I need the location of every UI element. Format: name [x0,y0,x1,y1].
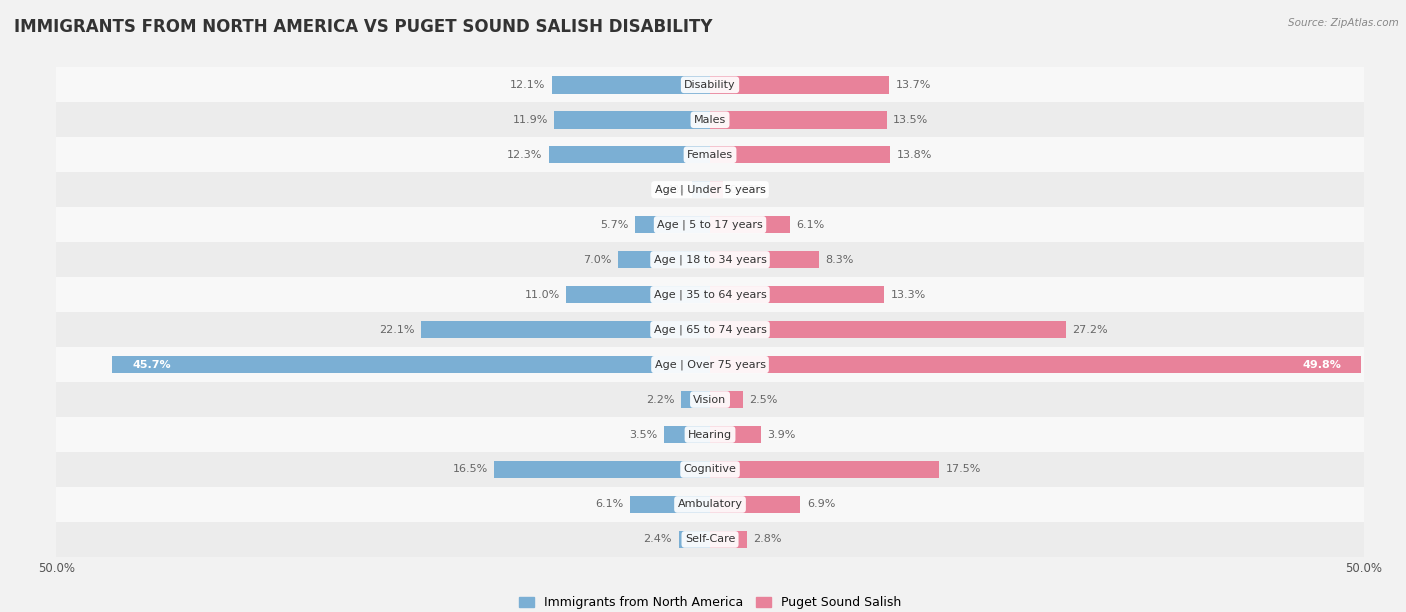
Bar [56,312,1364,347]
Bar [550,146,710,163]
Bar [56,207,1364,242]
Text: 13.5%: 13.5% [893,115,928,125]
Text: 6.1%: 6.1% [796,220,824,230]
Bar [710,286,884,304]
Bar [56,417,1364,452]
Text: 0.97%: 0.97% [730,185,765,195]
Text: 12.3%: 12.3% [508,150,543,160]
Text: 16.5%: 16.5% [453,465,488,474]
Bar [56,242,1364,277]
Text: 2.8%: 2.8% [754,534,782,545]
Bar [710,146,890,163]
Bar [551,76,710,94]
Text: Age | 65 to 74 years: Age | 65 to 74 years [654,324,766,335]
Bar [636,216,710,233]
Text: 3.5%: 3.5% [630,430,658,439]
Bar [710,496,800,513]
Text: 7.0%: 7.0% [583,255,612,264]
Text: 1.4%: 1.4% [657,185,685,195]
Bar [56,67,1364,102]
Text: Age | 35 to 64 years: Age | 35 to 64 years [654,289,766,300]
Bar [682,391,710,408]
Text: 3.9%: 3.9% [768,430,796,439]
Text: 13.8%: 13.8% [897,150,932,160]
Text: 13.3%: 13.3% [890,289,925,300]
Bar [710,391,742,408]
Text: 11.9%: 11.9% [513,115,548,125]
Text: 6.1%: 6.1% [596,499,624,509]
Text: 8.3%: 8.3% [825,255,853,264]
Bar [56,487,1364,522]
Text: 17.5%: 17.5% [945,465,981,474]
Text: Disability: Disability [685,80,735,90]
Bar [56,382,1364,417]
Text: Vision: Vision [693,395,727,405]
Bar [710,531,747,548]
Bar [619,251,710,269]
Bar [710,321,1066,338]
Bar [56,452,1364,487]
Bar [710,251,818,269]
Bar [420,321,710,338]
Text: Self-Care: Self-Care [685,534,735,545]
Bar [710,426,761,443]
Text: 2.4%: 2.4% [644,534,672,545]
Legend: Immigrants from North America, Puget Sound Salish: Immigrants from North America, Puget Sou… [515,591,905,612]
Bar [630,496,710,513]
Text: Age | Over 75 years: Age | Over 75 years [655,359,765,370]
Text: Age | 18 to 34 years: Age | 18 to 34 years [654,255,766,265]
Text: 13.7%: 13.7% [896,80,931,90]
Text: Females: Females [688,150,733,160]
Bar [56,522,1364,557]
Bar [56,137,1364,172]
Text: 27.2%: 27.2% [1073,324,1108,335]
Bar [495,461,710,478]
Text: 45.7%: 45.7% [132,360,170,370]
Bar [554,111,710,129]
Bar [710,181,723,198]
Bar [710,356,1361,373]
Bar [112,356,710,373]
Text: 5.7%: 5.7% [600,220,628,230]
Bar [56,102,1364,137]
Text: Age | 5 to 17 years: Age | 5 to 17 years [657,220,763,230]
Bar [710,216,790,233]
Text: 12.1%: 12.1% [510,80,546,90]
Text: 11.0%: 11.0% [524,289,560,300]
Bar [692,181,710,198]
Bar [710,76,889,94]
Bar [710,461,939,478]
Bar [710,111,887,129]
Text: 2.5%: 2.5% [749,395,778,405]
Text: Hearing: Hearing [688,430,733,439]
Bar [56,172,1364,207]
Text: 6.9%: 6.9% [807,499,835,509]
Text: Ambulatory: Ambulatory [678,499,742,509]
Bar [567,286,710,304]
Bar [664,426,710,443]
Text: Source: ZipAtlas.com: Source: ZipAtlas.com [1288,18,1399,28]
Text: 22.1%: 22.1% [380,324,415,335]
Text: 49.8%: 49.8% [1303,360,1341,370]
Text: Age | Under 5 years: Age | Under 5 years [655,184,765,195]
Text: IMMIGRANTS FROM NORTH AMERICA VS PUGET SOUND SALISH DISABILITY: IMMIGRANTS FROM NORTH AMERICA VS PUGET S… [14,18,713,36]
Bar [56,347,1364,382]
Bar [56,277,1364,312]
Text: Males: Males [695,115,725,125]
Bar [679,531,710,548]
Text: Cognitive: Cognitive [683,465,737,474]
Text: 2.2%: 2.2% [647,395,675,405]
